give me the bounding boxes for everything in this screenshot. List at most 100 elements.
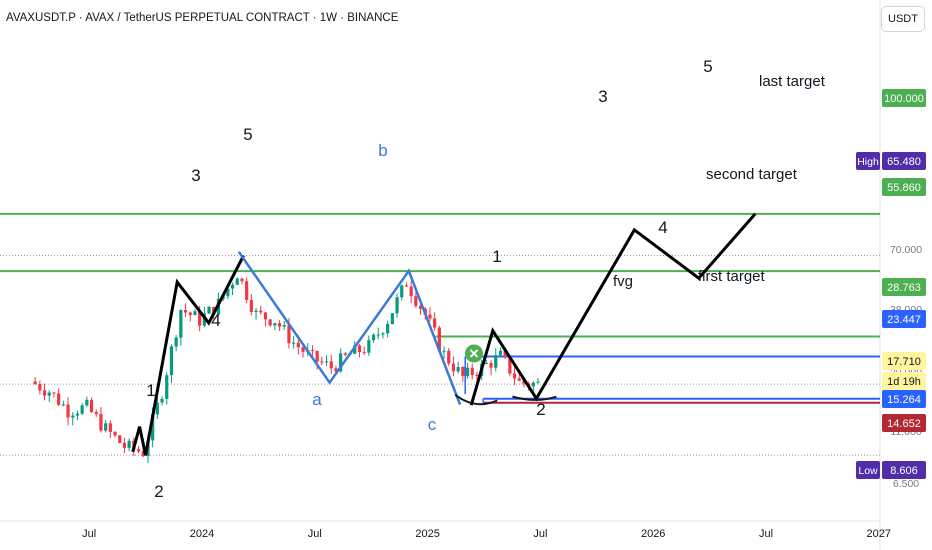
candle-body	[141, 451, 145, 457]
candle-body	[89, 399, 94, 413]
time-tick-label: 2024	[190, 528, 214, 540]
candle-body	[188, 312, 192, 316]
candle-body	[226, 288, 230, 297]
candle-body	[494, 355, 498, 368]
price-badge-value: 55.860	[887, 182, 921, 194]
candle-body	[329, 361, 333, 369]
time-tick-label: 2026	[641, 528, 665, 540]
candle-body	[282, 325, 286, 327]
candle-body	[376, 334, 380, 336]
candle-body	[409, 286, 413, 297]
price-badge-value: 8.606	[890, 465, 918, 477]
time-tick-label: 2025	[415, 528, 439, 540]
candle-body	[404, 285, 409, 287]
price-badge-value: 17.710	[887, 356, 921, 368]
last-target-label: last target	[759, 73, 826, 90]
candle-body	[428, 314, 432, 319]
candle-body	[277, 323, 282, 327]
candle-body	[414, 296, 418, 306]
candle-body	[127, 440, 131, 448]
candle-body	[367, 340, 371, 353]
candle-body	[240, 278, 244, 282]
price-badge-tag-label: Low	[858, 465, 878, 477]
price-badge	[882, 414, 926, 432]
candle-body	[400, 285, 404, 298]
price-badge-value: 15.264	[887, 394, 921, 406]
bottom-arc-left	[454, 393, 498, 406]
candle-body	[390, 313, 394, 325]
candle-body	[155, 402, 159, 415]
wave-label-black: 3	[598, 87, 607, 106]
candle-body	[179, 309, 183, 338]
candle-body	[183, 309, 188, 313]
price-badge-value: 14.652	[887, 418, 921, 430]
candle-body	[160, 398, 164, 403]
candle-body	[287, 325, 291, 344]
time-tick-label: Jul	[82, 528, 96, 540]
price-badge-value: 65.480	[887, 156, 921, 168]
candle-body	[136, 449, 141, 452]
wave-label-black: 4	[658, 218, 667, 237]
candle-body	[296, 342, 300, 348]
candle-body	[104, 423, 108, 431]
candle-body	[508, 356, 512, 374]
candle-body	[198, 311, 202, 326]
candle-body	[386, 324, 390, 334]
candles	[33, 277, 540, 464]
candle-body	[498, 350, 503, 356]
candle-body	[461, 367, 465, 376]
price-tick-label: 6.500	[893, 478, 919, 490]
candle-body	[263, 312, 268, 320]
price-badge	[882, 372, 926, 390]
chart-title: AVAXUSDT.P · AVAX / TetherUS PERPETUAL C…	[6, 12, 399, 24]
wave-label-blue: b	[378, 141, 387, 160]
candle-body	[310, 350, 315, 352]
wave-label-blue: c	[428, 415, 437, 434]
candle-body	[207, 306, 211, 314]
candle-body	[85, 399, 89, 406]
wave-label-black: 5	[243, 125, 252, 144]
wave-label-blue: a	[312, 390, 322, 409]
candle-body	[522, 380, 526, 384]
candle-body	[174, 337, 178, 347]
candle-body	[61, 404, 65, 406]
candle-body	[52, 392, 56, 394]
price-badge	[882, 461, 926, 479]
candle-body	[442, 350, 446, 352]
candle-body	[292, 342, 296, 344]
wave-label-black: 4	[211, 311, 220, 330]
candle-body	[75, 413, 80, 416]
time-tick-label: 2027	[867, 528, 891, 540]
time-tick-label: Jul	[308, 528, 322, 540]
price-badges: 100.000 65.480 High 55.860 28.763 23.447 17.71…	[856, 89, 926, 479]
candle-body	[301, 347, 305, 352]
price-badge-value: 23.447	[887, 314, 921, 326]
candle-body	[353, 345, 357, 354]
candle-body	[47, 392, 51, 396]
candle-body	[451, 363, 456, 372]
currency-selector[interactable]: USDT	[881, 6, 925, 32]
candle-body	[475, 374, 479, 376]
first-target-label: first target	[698, 268, 766, 285]
candle-body	[433, 318, 437, 328]
candle-body	[259, 310, 263, 313]
candle-body	[193, 311, 197, 316]
candle-body	[362, 352, 366, 354]
candle-body	[273, 323, 277, 326]
price-badge-tag	[856, 461, 880, 479]
candle-body	[80, 405, 84, 414]
price-badge	[882, 278, 926, 296]
price-badge-value: 1d 19h	[887, 376, 921, 388]
price-badge-tag	[856, 152, 880, 170]
candle-body	[71, 415, 75, 418]
candle-body	[230, 284, 235, 289]
candle-body	[108, 423, 112, 432]
candle-body	[437, 327, 441, 352]
candle-body	[320, 361, 324, 363]
time-tick-label: Jul	[533, 528, 547, 540]
candle-body	[42, 390, 47, 396]
candle-body	[456, 367, 460, 372]
candle-body	[245, 281, 249, 300]
price-badge	[882, 89, 926, 107]
